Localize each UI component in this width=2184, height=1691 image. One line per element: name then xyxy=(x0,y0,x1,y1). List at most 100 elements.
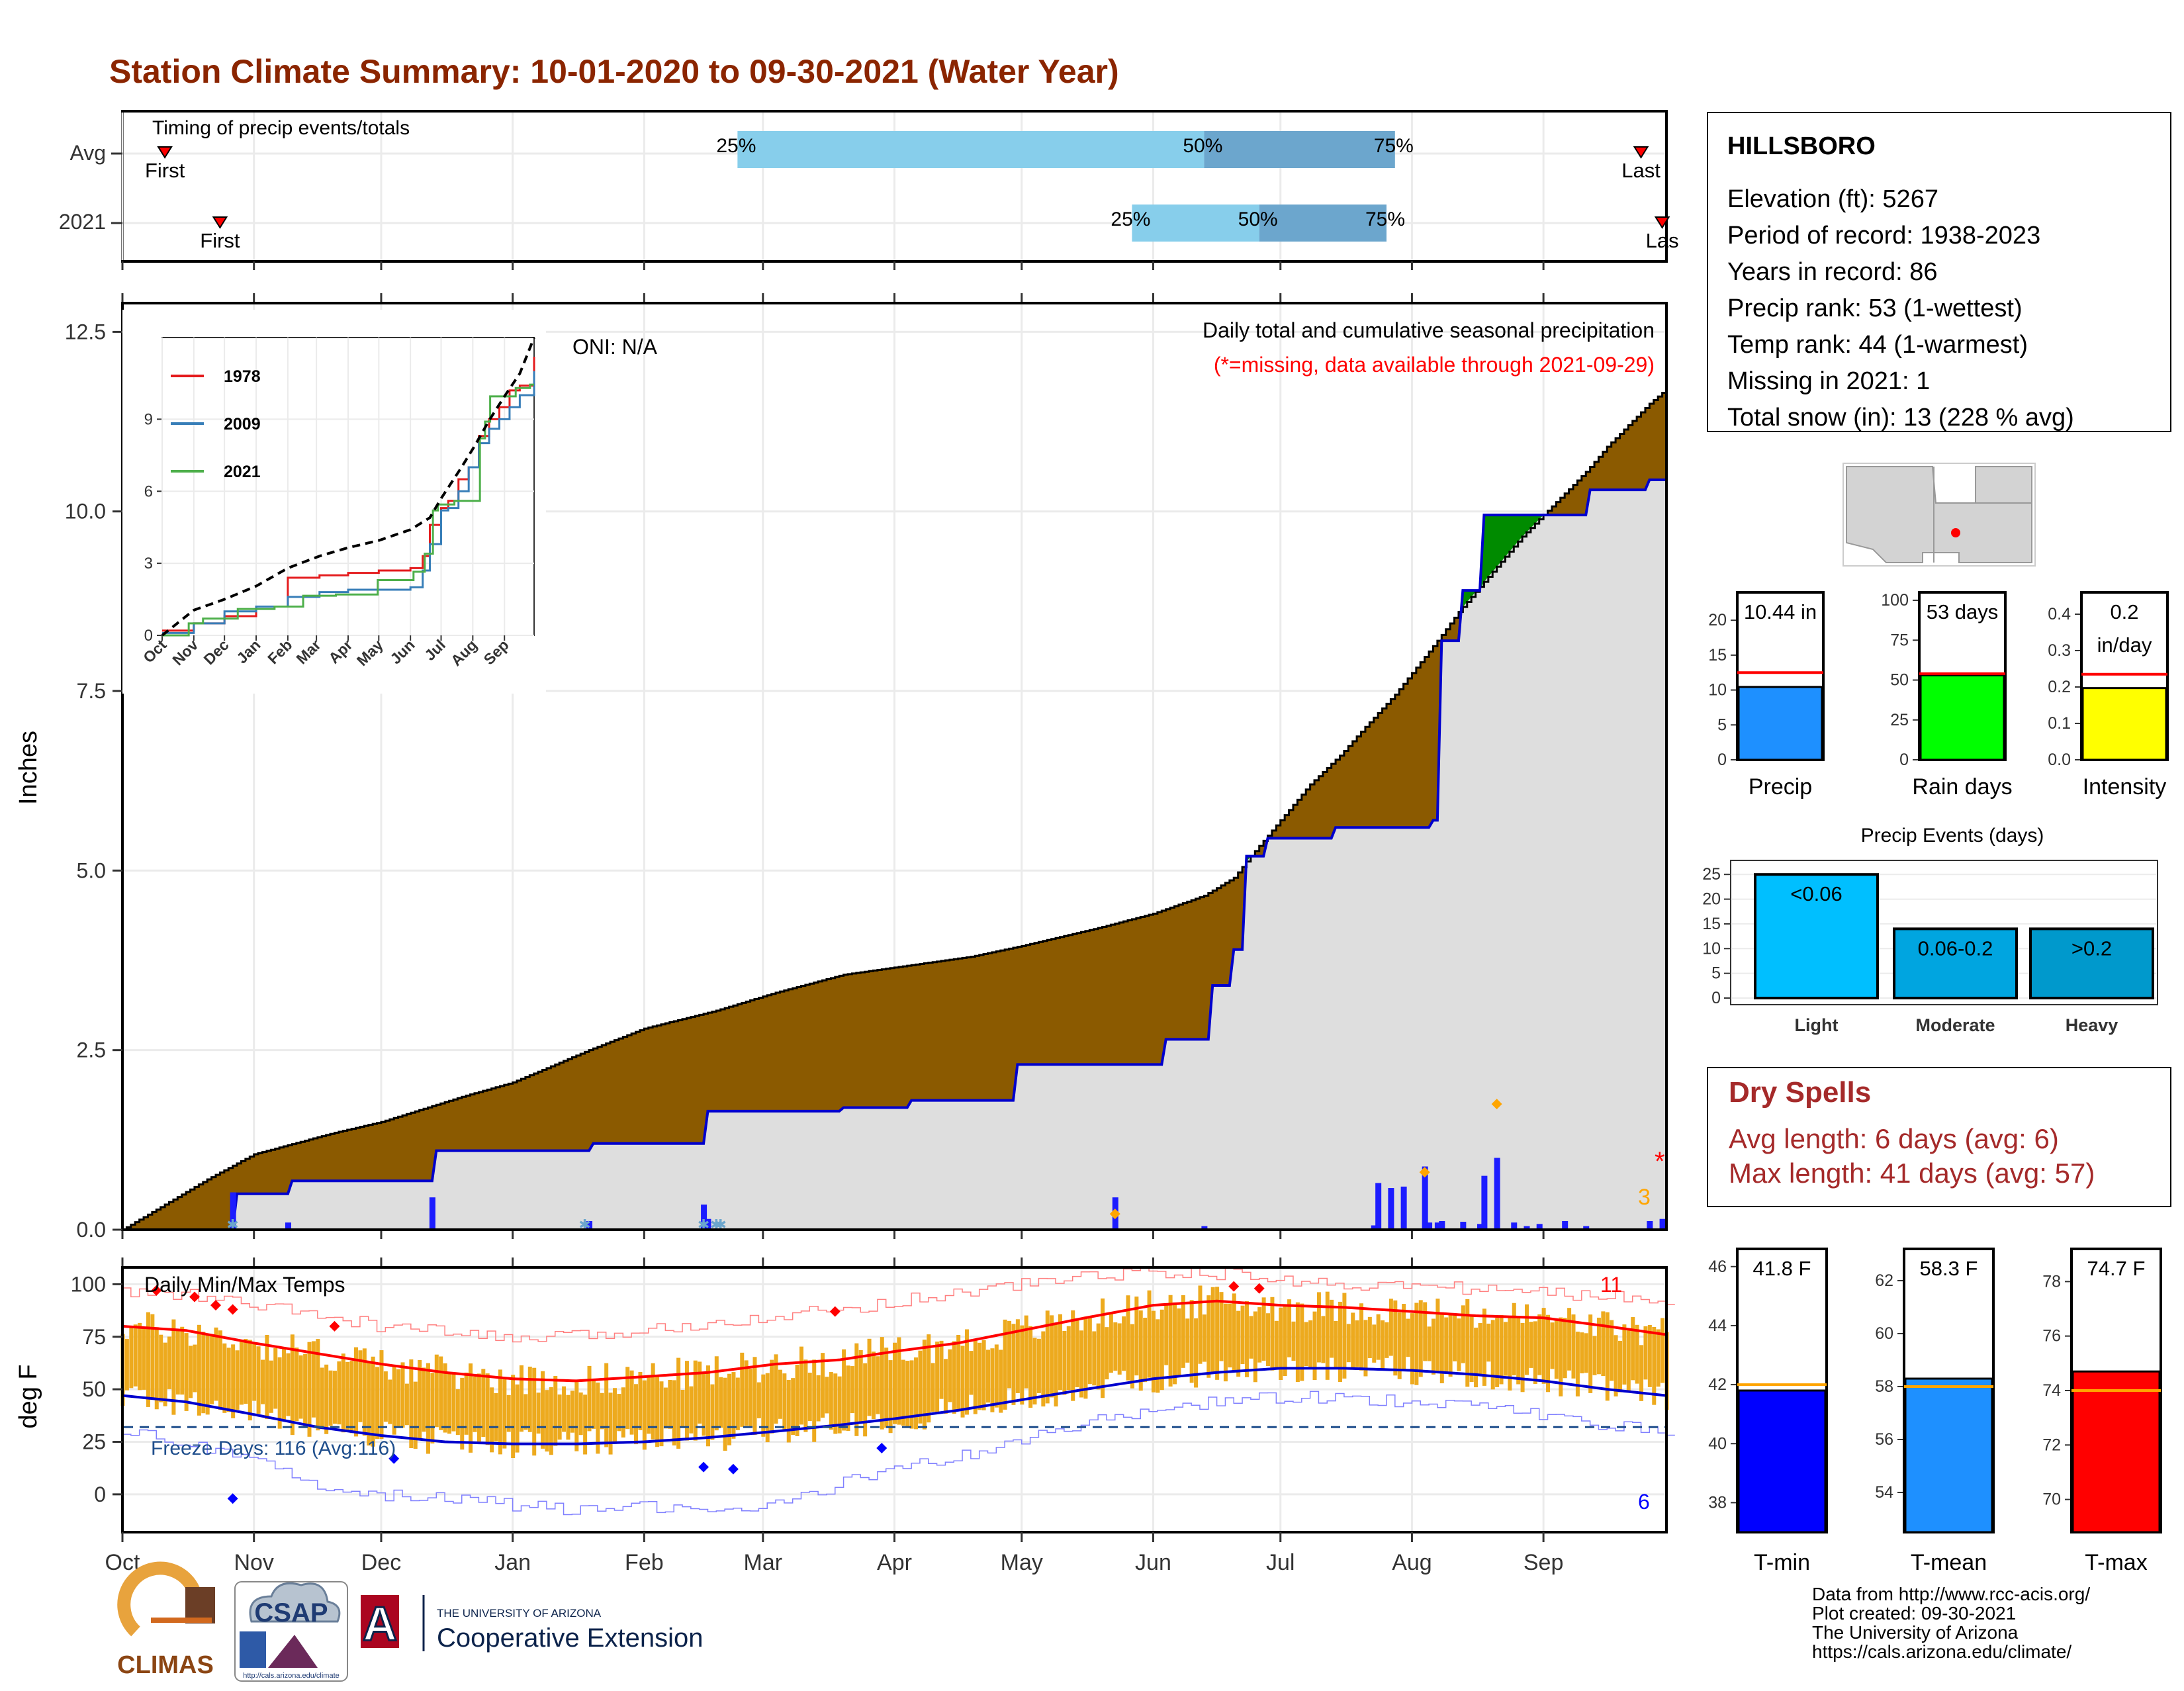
temp-bar-tmean-y-label: 54 xyxy=(1875,1483,1893,1502)
daily-precip-bar xyxy=(1371,1225,1377,1230)
daily-temp-bar xyxy=(154,1327,159,1410)
daily-temp-bar xyxy=(578,1392,583,1436)
daily-temp-bar xyxy=(523,1394,528,1430)
daily-temp-bar xyxy=(969,1351,974,1395)
station-elevation: Elevation (ft): 5267 xyxy=(1727,185,1938,213)
daily-temp-bar xyxy=(1308,1320,1313,1368)
daily-temp-bar xyxy=(1541,1308,1546,1384)
daily-temp-bar xyxy=(1635,1324,1639,1384)
daily-temp-bar xyxy=(1495,1318,1500,1387)
oni-label: ONI: N/A xyxy=(572,335,658,359)
daily-temp-bar xyxy=(1151,1310,1156,1393)
daily-temp-bar xyxy=(786,1380,791,1443)
daily-temp-bar xyxy=(617,1394,621,1432)
daily-temp-bar xyxy=(765,1373,770,1443)
temp-bar-tmean xyxy=(1904,1377,1993,1533)
daily-temp-bar xyxy=(231,1344,236,1418)
daily-temp-bar xyxy=(252,1343,257,1401)
daily-temp-bar xyxy=(901,1359,905,1426)
daily-temp-bar xyxy=(680,1390,685,1428)
daily-temp-bar xyxy=(574,1382,579,1451)
daily-temp-bar xyxy=(1550,1322,1555,1369)
daily-precip-bar xyxy=(1511,1222,1518,1230)
daily-temp-bar xyxy=(638,1371,643,1430)
daily-temp-bar xyxy=(981,1340,986,1410)
dry-spells-box: Dry Spells Avg length: 6 days (avg: 6) M… xyxy=(1707,1067,2171,1207)
station-snow: Total snow (in): 13 (228 % avg) xyxy=(1727,404,2074,432)
daily-temp-bar xyxy=(1062,1331,1067,1395)
daily-temp-bar xyxy=(939,1340,944,1399)
daily-temp-bar xyxy=(1257,1307,1262,1363)
daily-temp-bar xyxy=(189,1346,193,1398)
daily-temp-bar xyxy=(914,1357,919,1430)
daily-temp-bar xyxy=(1020,1325,1024,1405)
daily-precip-bar xyxy=(285,1222,291,1230)
dry-spells-max: Max length: 41 days (avg: 57) xyxy=(1729,1158,2095,1189)
csap-logo: CSAP http://cals.arizona.edu/climate xyxy=(234,1581,348,1682)
daily-temp-bar xyxy=(863,1363,868,1437)
daily-temp-bar xyxy=(1423,1302,1428,1361)
max-record-count: 11 xyxy=(1600,1273,1622,1297)
daily-precip-bar xyxy=(1583,1226,1590,1230)
inset-content xyxy=(161,337,535,637)
daily-temp-bar xyxy=(1215,1287,1220,1380)
events-bar-heavy xyxy=(2029,927,2154,1000)
daily-temp-bar xyxy=(1435,1299,1440,1373)
daily-temp-bar xyxy=(1508,1316,1512,1391)
ua-logo: A THE UNIVERSITY OF ARIZONA Cooperative … xyxy=(361,1595,703,1653)
daily-temp-bar xyxy=(705,1365,710,1447)
daily-temp-bar xyxy=(740,1352,745,1427)
credit-created: Plot created: 09-30-2021 xyxy=(1812,1603,2016,1623)
daily-temp-bar xyxy=(803,1359,808,1432)
daily-temp-bar xyxy=(1105,1327,1109,1380)
record-high-marker xyxy=(1253,1283,1265,1294)
station-info-box: HILLSBORO Elevation (ft): 5267 Period of… xyxy=(1707,112,2171,432)
daily-temp-bar xyxy=(1486,1323,1491,1362)
daily-temp-bar xyxy=(337,1361,341,1425)
daily-temp-bar xyxy=(1075,1318,1079,1388)
daily-temp-bar xyxy=(684,1361,689,1441)
daily-precip-bar xyxy=(1460,1222,1467,1230)
mini-precip-y-label: 15 xyxy=(1708,646,1727,664)
daily-temp-bar xyxy=(1529,1322,1533,1368)
timing-panel: 25% 50% 75% First Last 25% 50% 75% First Las Timi… xyxy=(59,110,1679,270)
daily-temp-bar xyxy=(774,1354,778,1424)
station-precip-rank: Precip rank: 53 (1-wettest) xyxy=(1727,295,2023,322)
daily-temp-bar xyxy=(1206,1295,1211,1378)
daily-temp-bar xyxy=(727,1373,732,1445)
daily-temp-bar xyxy=(1626,1330,1631,1393)
mini-rain-days-y-label: 0 xyxy=(1899,751,1909,769)
timing-q25-q50-bar xyxy=(737,131,1205,168)
daily-temp-bar xyxy=(1605,1312,1610,1401)
daily-temp-bar xyxy=(833,1373,838,1434)
daily-temp-bar xyxy=(506,1394,511,1432)
daily-temp-bar xyxy=(1559,1317,1563,1396)
daily-temp-bar xyxy=(612,1388,617,1444)
daily-temp-bar xyxy=(1643,1326,1648,1380)
daily-temp-bar xyxy=(1101,1298,1105,1398)
daily-temp-bar xyxy=(1376,1314,1381,1360)
daily-temp-bar xyxy=(171,1319,176,1415)
events-y-label: 5 xyxy=(1711,964,1721,983)
precip-y-tick-label: 2.5 xyxy=(77,1038,106,1062)
daily-temp-bar xyxy=(693,1360,698,1441)
daily-temp-bar xyxy=(290,1334,295,1436)
daily-temp-bar xyxy=(286,1353,291,1416)
daily-temp-bar xyxy=(1414,1303,1419,1385)
daily-temp-bar xyxy=(689,1386,694,1434)
daily-temp-bar xyxy=(1138,1310,1143,1391)
month-label-jan: Jan xyxy=(494,1550,531,1575)
daily-precip-bar xyxy=(1647,1220,1653,1230)
daily-temp-bar xyxy=(1228,1303,1232,1368)
daily-temp-bar xyxy=(1219,1292,1224,1361)
events-y-label: 10 xyxy=(1702,939,1721,958)
daily-precip-bar xyxy=(1434,1222,1441,1230)
csap-url: http://cals.arizona.edu/climate xyxy=(243,1672,340,1680)
daily-temp-bar xyxy=(1546,1314,1551,1393)
credit-source: Data from http://www.rcc-acis.org/ xyxy=(1812,1584,2090,1604)
daily-temp-bar xyxy=(362,1348,367,1436)
daily-temp-bar xyxy=(1355,1320,1359,1367)
daily-temp-bar xyxy=(1584,1333,1588,1373)
